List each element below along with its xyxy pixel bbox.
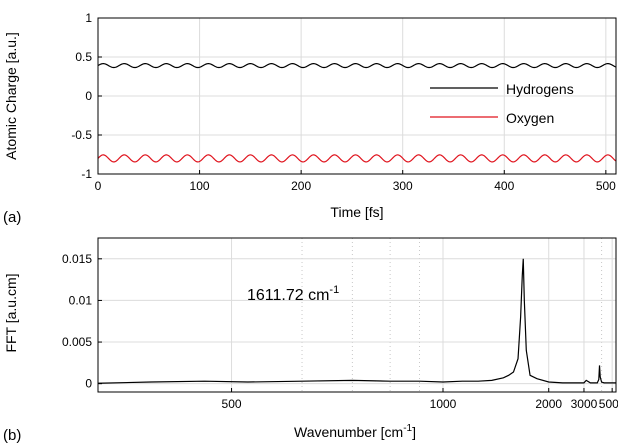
panel-a-legend: Hydrogens Oxygen: [430, 81, 574, 126]
panel-a-ylabel: Atomic Charge [a.u.]: [3, 32, 19, 160]
panel-b-x-tick-label: 1000: [430, 397, 457, 411]
panel-b-grid: [98, 238, 616, 392]
series-line-oxygen: [98, 155, 616, 162]
panel-a-x-tick-label: 400: [494, 179, 514, 193]
xlabel-main: Wavenumber [cm: [294, 424, 403, 440]
panel-a-y-tick-label: -0.5: [71, 128, 92, 142]
panel-a-x-tick-label: 300: [393, 179, 413, 193]
panel-a-label: (a): [3, 209, 21, 226]
panel-b-series: [98, 259, 616, 383]
panel-a-xlabel: Time [fs]: [330, 204, 383, 220]
panel-b-xlabel: Wavenumber [cm-1]: [294, 423, 416, 440]
panel-a-x-tick-label: 500: [596, 179, 616, 193]
panel-a-x-tick-label: 0: [95, 179, 102, 193]
xlabel-suffix: ]: [412, 424, 416, 440]
panel-b-annotation: 1611.72 cm-1: [247, 284, 339, 304]
series-line-hydrogens: [98, 64, 616, 68]
panel-b-y-tick-label: 0: [85, 377, 92, 391]
series-line-fft: [98, 259, 616, 383]
annotation-sup: -1: [329, 284, 339, 296]
legend-oxygen-label: Oxygen: [506, 110, 554, 126]
panel-b-y-tick-label: 0.01: [69, 293, 93, 307]
annotation-main: 1611.72 cm: [247, 287, 329, 304]
legend-hydrogens-label: Hydrogens: [506, 81, 574, 97]
panel-b-x-tick-label: 3000: [571, 397, 598, 411]
panel-b-ylabel: FFT [a.u.cm]: [3, 273, 19, 352]
panel-a-x-tick-label: 200: [291, 179, 311, 193]
panel-a-y-tick-label: 0: [85, 89, 92, 103]
panel-b-y-tick-label: 0.015: [62, 252, 92, 266]
panel-a-y-tick-label: 0.5: [75, 50, 92, 64]
panel-b-x-tick-label: 2000: [535, 397, 562, 411]
panel-b-y-tick-label: 0.005: [62, 335, 92, 349]
panel-a-y-tick-label: 1: [85, 11, 92, 25]
panel-a-x-tick-label: 100: [190, 179, 210, 193]
panel-a-y-tick-label: -1: [81, 167, 92, 181]
panel-a-ticks: 0 100 200 300 400 500 -1 -0.5 0 0.5 1: [71, 11, 616, 193]
panel-b-label: (b): [3, 427, 21, 443]
panel-b-axes-frame: [98, 238, 616, 392]
panel-a: 0 100 200 300 400 500 -1 -0.5 0 0.5 1 Hydrogens Ox…: [3, 11, 616, 226]
panel-b-x-tick-label: 500: [222, 397, 242, 411]
